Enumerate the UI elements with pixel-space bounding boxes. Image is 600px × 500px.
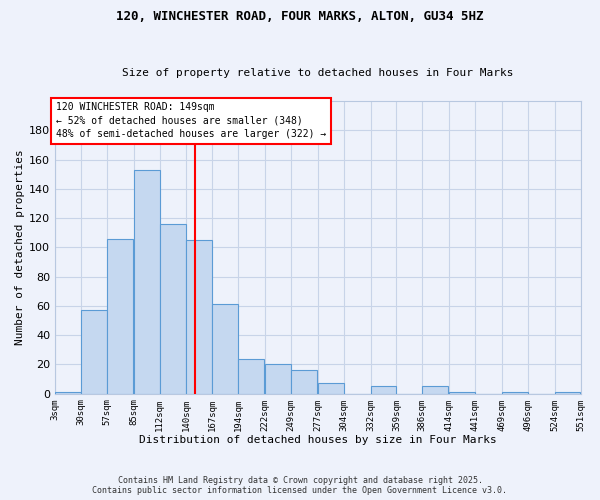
Bar bbox=[318, 384, 344, 394]
Text: Contains HM Land Registry data © Crown copyright and database right 2025.
Contai: Contains HM Land Registry data © Crown c… bbox=[92, 476, 508, 495]
Bar bbox=[160, 224, 185, 394]
Text: 120 WINCHESTER ROAD: 149sqm
← 52% of detached houses are smaller (348)
48% of se: 120 WINCHESTER ROAD: 149sqm ← 52% of det… bbox=[56, 102, 326, 139]
Bar bbox=[107, 238, 133, 394]
Bar bbox=[371, 386, 397, 394]
Bar bbox=[502, 392, 528, 394]
Bar bbox=[554, 392, 580, 394]
Title: Size of property relative to detached houses in Four Marks: Size of property relative to detached ho… bbox=[122, 68, 514, 78]
Bar bbox=[187, 240, 212, 394]
Bar bbox=[449, 392, 475, 394]
Bar bbox=[291, 370, 317, 394]
Bar bbox=[422, 386, 448, 394]
Y-axis label: Number of detached properties: Number of detached properties bbox=[15, 150, 25, 345]
Bar bbox=[212, 304, 238, 394]
Bar bbox=[55, 392, 81, 394]
X-axis label: Distribution of detached houses by size in Four Marks: Distribution of detached houses by size … bbox=[139, 435, 497, 445]
Text: 120, WINCHESTER ROAD, FOUR MARKS, ALTON, GU34 5HZ: 120, WINCHESTER ROAD, FOUR MARKS, ALTON,… bbox=[116, 10, 484, 23]
Bar bbox=[81, 310, 107, 394]
Bar bbox=[134, 170, 160, 394]
Bar bbox=[265, 364, 291, 394]
Bar bbox=[238, 358, 264, 394]
